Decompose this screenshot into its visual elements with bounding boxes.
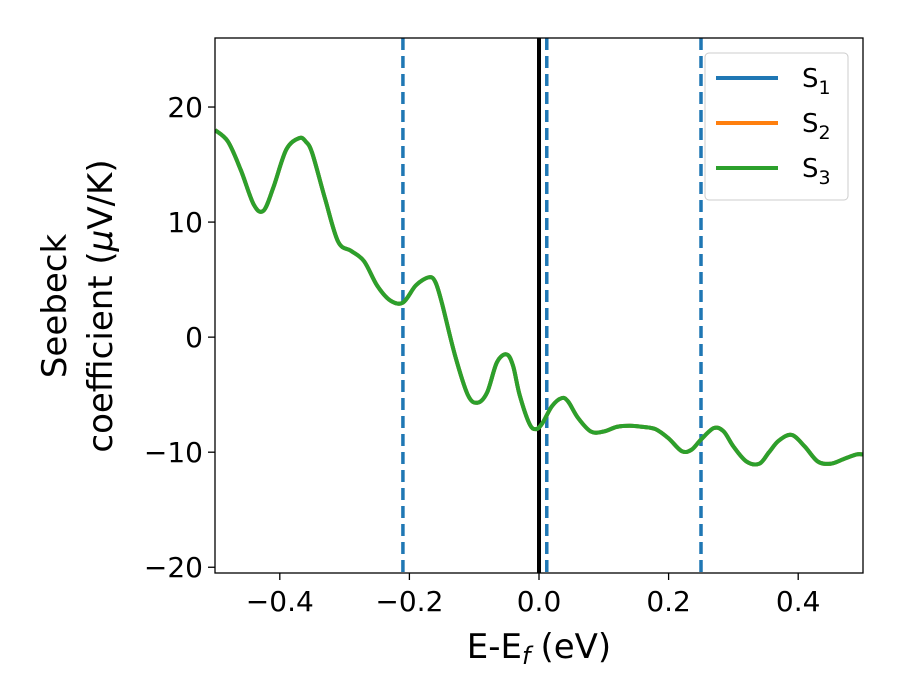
y-tick-label: −10 [144, 436, 203, 469]
x-tick-label: −0.4 [246, 585, 314, 618]
series-line-S3 [215, 128, 863, 467]
legend: S1 S2 S3 [704, 52, 849, 201]
vertical-lines [401, 38, 703, 573]
y-tick-label: 20 [167, 91, 203, 124]
x-tick-label: 0.0 [517, 585, 562, 618]
y-tick-label: 0 [185, 321, 203, 354]
x-axis-title: E-Ef (eV) [467, 627, 611, 670]
series-lines [215, 128, 863, 467]
y-tick-label: 10 [167, 206, 203, 239]
y-axis-ticks: −20 −10 0 10 20 [144, 91, 215, 584]
y-axis-title-2: coefficient (μV/K) [81, 159, 121, 452]
y-axis-title-line1: Seebeck [35, 234, 75, 379]
legend-label-S1: S1 [802, 64, 831, 99]
x-axis-ticks: −0.4 −0.2 0.0 0.2 0.4 [246, 573, 821, 618]
legend-box [704, 52, 849, 201]
y-tick-label: −20 [144, 551, 203, 584]
legend-label-S2: S2 [802, 109, 831, 144]
legend-label-S3: S3 [802, 154, 831, 189]
x-tick-label: −0.2 [375, 585, 443, 618]
y-axis-title: Seebeck [35, 234, 75, 379]
x-tick-label: 0.4 [776, 585, 821, 618]
y-axis-title-line2: coefficient (μV/K) [81, 159, 121, 452]
x-tick-label: 0.2 [646, 585, 691, 618]
